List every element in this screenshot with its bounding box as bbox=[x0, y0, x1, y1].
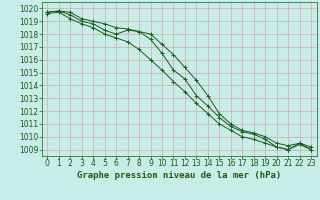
X-axis label: Graphe pression niveau de la mer (hPa): Graphe pression niveau de la mer (hPa) bbox=[77, 171, 281, 180]
